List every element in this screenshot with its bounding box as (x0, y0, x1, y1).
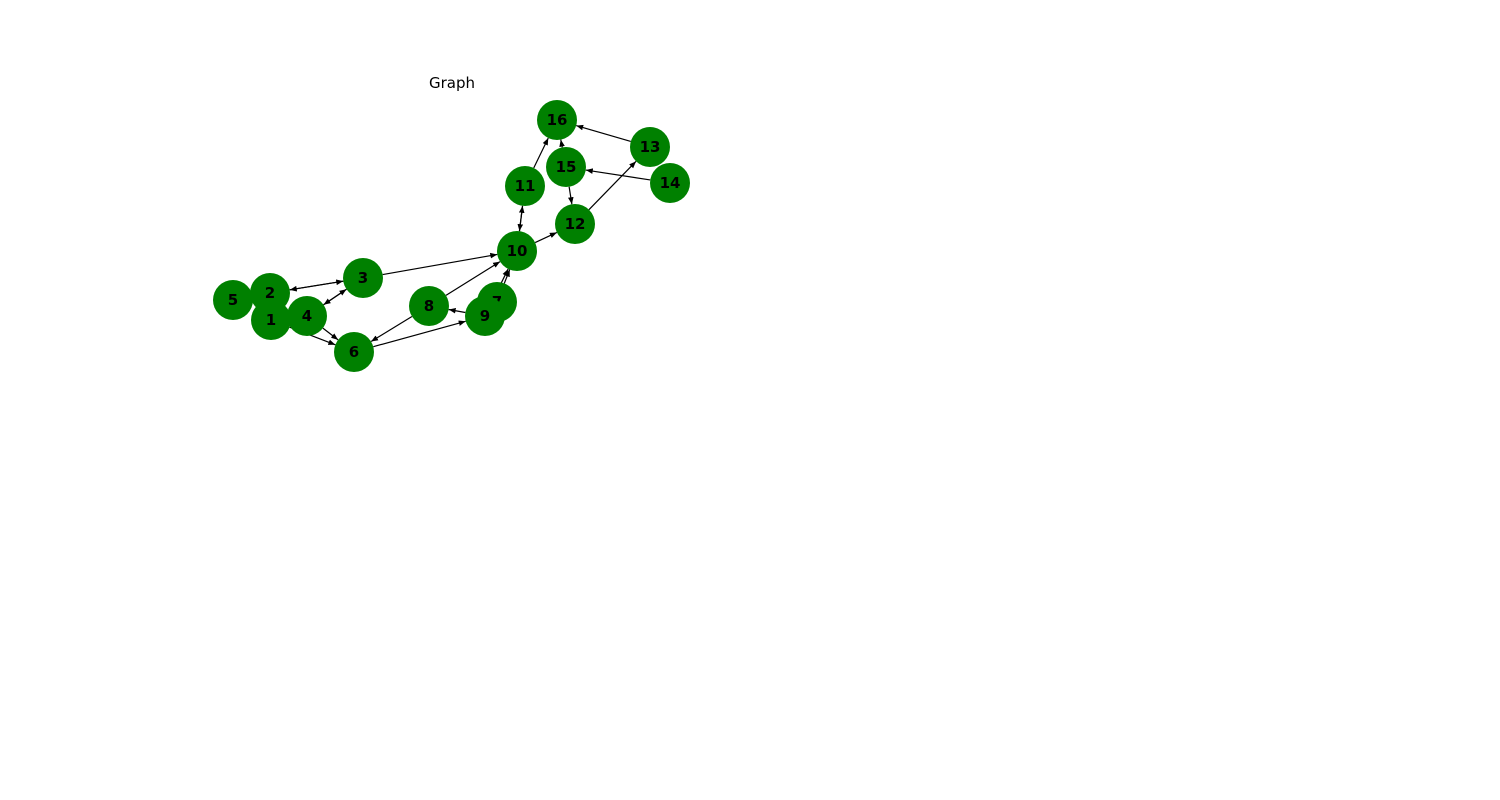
edge-9-to-8 (448, 307, 466, 314)
node-circle (334, 332, 374, 372)
edge-10-to-12 (534, 231, 558, 244)
edge-3-to-4 (323, 288, 347, 306)
node-label: 2 (265, 284, 275, 302)
node-circle (465, 296, 505, 336)
edge-15-to-16 (559, 139, 565, 148)
node-circle (537, 100, 577, 140)
node-circle (343, 258, 383, 298)
node-15: 15 (546, 147, 586, 187)
edge-3-to-10 (382, 252, 498, 276)
node-label: 9 (480, 307, 490, 325)
node-16: 16 (537, 100, 577, 140)
edge-4-to-6 (322, 327, 339, 341)
node-14: 14 (650, 163, 690, 203)
node-layer: 12345678910111213141516 (213, 100, 690, 372)
node-label: 13 (640, 138, 661, 156)
node-circle (250, 273, 290, 313)
edge-8-to-10 (445, 261, 501, 296)
edge-6-to-9 (373, 320, 466, 348)
node-6: 6 (334, 332, 374, 372)
node-label: 4 (302, 307, 312, 325)
edge-7-to-10 (503, 269, 511, 284)
edge-11-to-16 (533, 137, 549, 169)
node-11: 11 (505, 166, 545, 206)
node-8: 8 (409, 286, 449, 326)
node-circle (505, 166, 545, 206)
node-circle (213, 280, 253, 320)
node-4: 4 (287, 296, 327, 336)
node-label: 15 (556, 158, 577, 176)
node-circle (630, 127, 670, 167)
node-label: 6 (349, 343, 359, 361)
edge-8-to-6 (370, 315, 413, 343)
node-circle (497, 231, 537, 271)
node-5: 5 (213, 280, 253, 320)
graph-title: Graph (429, 74, 475, 92)
node-12: 12 (555, 204, 595, 244)
node-circle (409, 286, 449, 326)
node-circle (546, 147, 586, 187)
node-2: 2 (250, 273, 290, 313)
node-10: 10 (497, 231, 537, 271)
node-label: 3 (358, 269, 368, 287)
node-label: 16 (547, 111, 568, 129)
node-label: 5 (228, 291, 238, 309)
node-label: 11 (515, 177, 536, 195)
node-label: 1 (266, 311, 276, 329)
node-label: 10 (507, 242, 528, 260)
edge-3-to-2 (289, 280, 344, 292)
node-13: 13 (630, 127, 670, 167)
node-9: 9 (465, 296, 505, 336)
node-label: 14 (660, 174, 681, 192)
edge-11-to-10 (517, 205, 524, 232)
node-circle (287, 296, 327, 336)
node-3: 3 (343, 258, 383, 298)
node-label: 12 (565, 215, 586, 233)
edge-14-to-15 (585, 168, 651, 181)
edge-12-to-13 (588, 160, 637, 211)
node-circle (555, 204, 595, 244)
edge-15-to-12 (568, 186, 574, 205)
edge-13-to-16 (576, 124, 631, 143)
node-label: 8 (424, 297, 434, 315)
node-circle (650, 163, 690, 203)
